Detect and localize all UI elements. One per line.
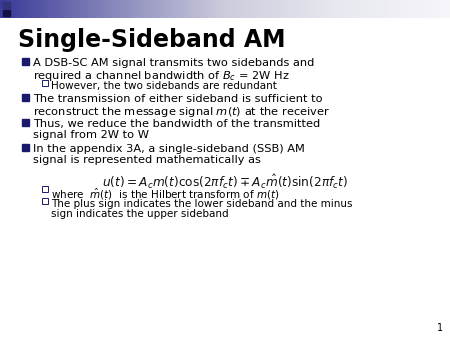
Text: Thus, we reduce the bandwidth of the transmitted: Thus, we reduce the bandwidth of the tra…: [33, 119, 320, 129]
Text: required a channel bandwidth of $B_c$ = 2W Hz: required a channel bandwidth of $B_c$ = …: [33, 69, 289, 83]
Bar: [3, 10, 10, 16]
Bar: [22, 144, 29, 150]
Text: Single-Sideband AM: Single-Sideband AM: [18, 28, 285, 52]
Bar: [42, 186, 48, 192]
Text: reconstruct the message signal $m(t)$ at the receiver: reconstruct the message signal $m(t)$ at…: [33, 105, 330, 119]
Bar: [22, 94, 29, 100]
Text: 1: 1: [437, 323, 443, 333]
Text: sign indicates the upper sideband: sign indicates the upper sideband: [51, 209, 229, 219]
Bar: [42, 198, 48, 204]
Bar: [42, 80, 48, 86]
Text: signal from 2W to W: signal from 2W to W: [33, 130, 149, 140]
Text: signal is represented mathematically as: signal is represented mathematically as: [33, 155, 261, 165]
Bar: [3, 2, 10, 8]
Text: However, the two sidebands are redundant: However, the two sidebands are redundant: [51, 81, 277, 91]
Text: In the appendix 3A, a single-sideband (SSB) AM: In the appendix 3A, a single-sideband (S…: [33, 144, 305, 154]
Bar: [22, 119, 29, 125]
Text: The plus sign indicates the lower sideband and the minus: The plus sign indicates the lower sideba…: [51, 199, 352, 209]
Text: The transmission of either sideband is sufficient to: The transmission of either sideband is s…: [33, 94, 323, 104]
Text: A DSB-SC AM signal transmits two sidebands and: A DSB-SC AM signal transmits two sideban…: [33, 58, 315, 68]
Text: $u(t) = A_c m(t)\cos(2\pi f_c t) \mp A_c \hat{m}(t)\sin(2\pi f_c t)$: $u(t) = A_c m(t)\cos(2\pi f_c t) \mp A_c…: [102, 173, 348, 191]
Bar: [22, 57, 29, 65]
Text: where  $\hat{m}(t)$  is the Hilbert transform of $m(t)$: where $\hat{m}(t)$ is the Hilbert transf…: [51, 187, 279, 202]
